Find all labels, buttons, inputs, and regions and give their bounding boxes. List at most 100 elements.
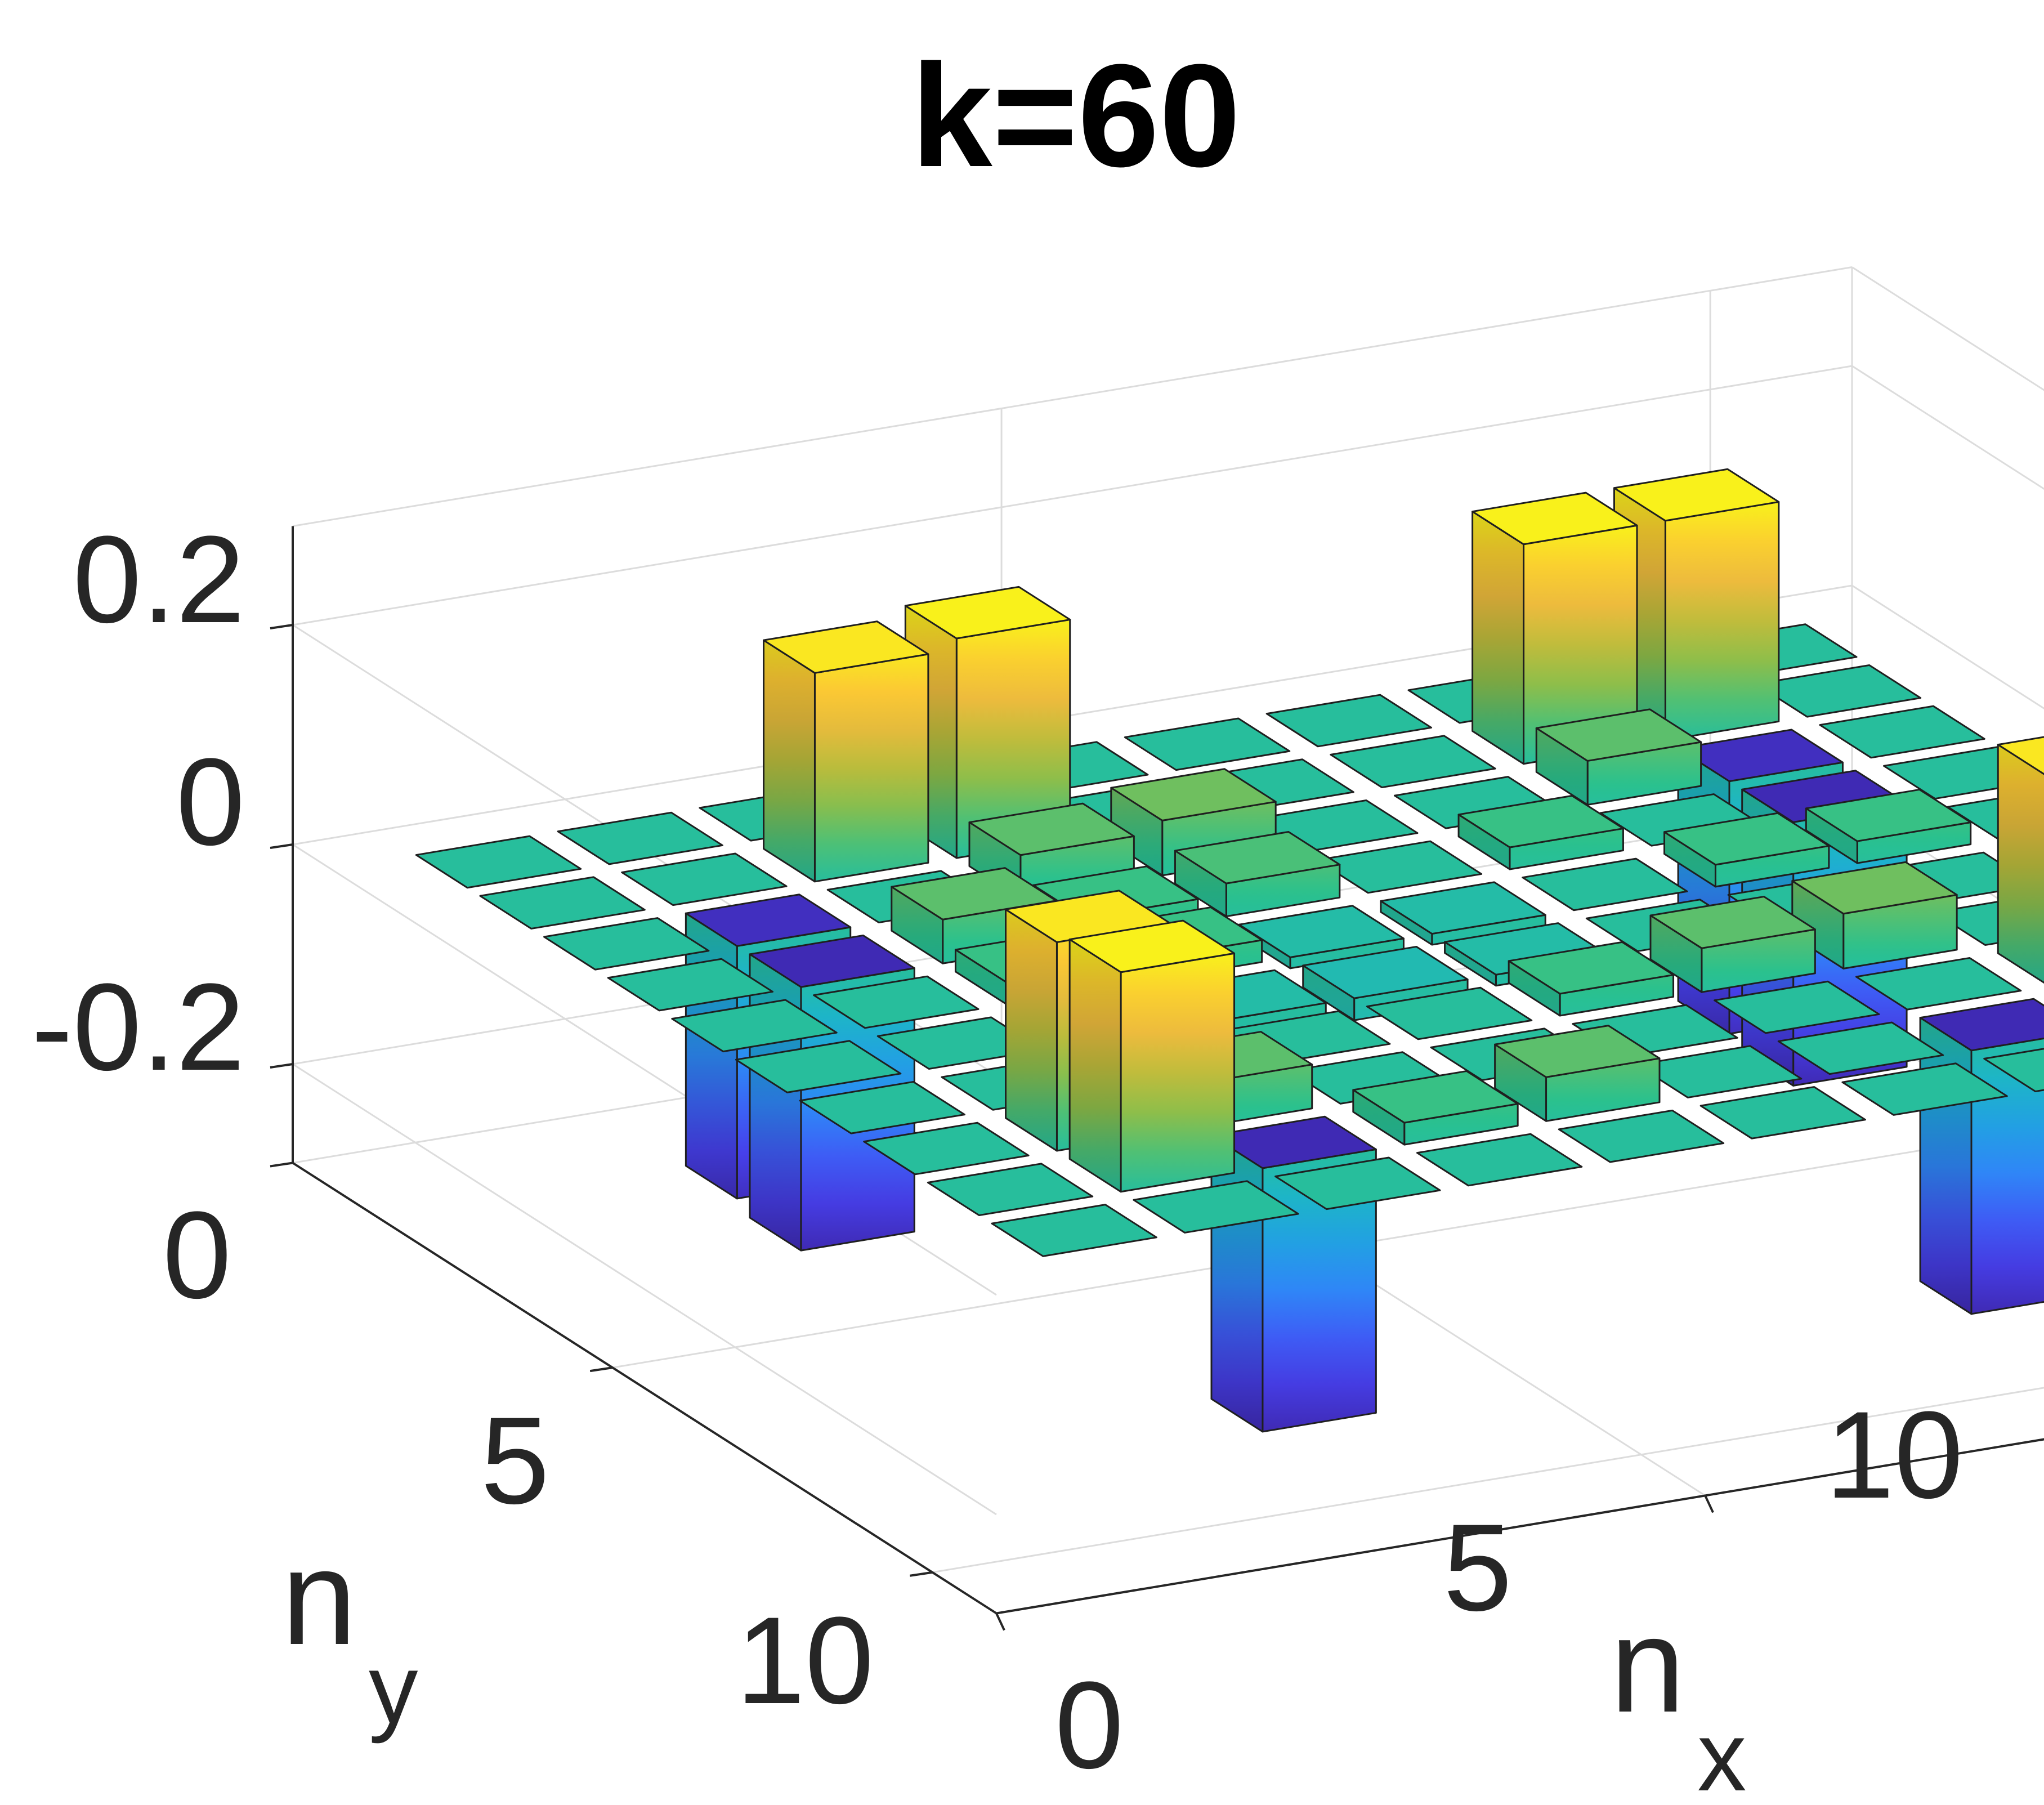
bar — [1699, 1086, 1866, 1140]
bar-top-face — [1210, 1115, 1377, 1169]
bar-top-face — [1841, 1062, 2008, 1116]
grid-line — [1851, 266, 2044, 391]
bar — [1558, 1109, 1725, 1163]
bar — [991, 1204, 1157, 1257]
x-axis-tick — [1704, 1495, 1714, 1513]
bar-top-face — [1352, 1070, 1519, 1124]
bar-side-face — [749, 953, 802, 1252]
bar-top-face — [621, 852, 788, 906]
bar-top-face — [1238, 905, 1405, 958]
bar — [415, 835, 582, 889]
bar-front-face — [813, 653, 929, 883]
bar — [1352, 1070, 1519, 1146]
z-tick-label: -0.2 — [32, 958, 245, 1096]
bar-side-face — [1210, 1134, 1264, 1433]
z-tick-label: 0 — [176, 732, 245, 871]
bar-top-face — [1471, 492, 1638, 546]
bar-top-face — [1457, 794, 1624, 848]
grid-line — [932, 1387, 2044, 1574]
y-axis-line — [292, 1161, 998, 1615]
bar — [1841, 1062, 2008, 1116]
z-tick-label: 0.2 — [73, 510, 245, 649]
bar — [1508, 941, 1675, 1017]
bar — [1855, 957, 2022, 1011]
bar — [1613, 468, 1780, 741]
bar-top-face — [1535, 708, 1702, 762]
bar-side-face — [763, 639, 816, 883]
z-axis-tick — [270, 1063, 293, 1069]
bar — [1755, 664, 1922, 718]
bar — [479, 876, 646, 930]
grid-line — [292, 365, 1853, 626]
x-axis-tick — [995, 1612, 1005, 1631]
bar-top-face — [1316, 840, 1483, 894]
bar-top-face — [1558, 1109, 1725, 1163]
bar-top-face — [1777, 1021, 1944, 1075]
y-tick-label: 10 — [736, 1591, 874, 1730]
bar — [863, 1122, 1030, 1176]
bar-front-face — [1664, 501, 1780, 741]
bar — [1457, 794, 1624, 870]
bar-top-face — [1649, 896, 1816, 949]
bar-top-face — [1714, 980, 1880, 1034]
bar-side-face — [1919, 1017, 1973, 1315]
bar-top-face — [1613, 468, 1780, 522]
bar — [1635, 1045, 1803, 1098]
bar — [1535, 708, 1702, 806]
bar — [607, 958, 774, 1012]
bar-top-face — [1819, 705, 1985, 759]
bar — [1649, 896, 1816, 993]
bar — [1316, 840, 1483, 894]
x-tick-label: 0 — [1055, 1656, 1124, 1794]
bar — [1124, 717, 1291, 771]
bar — [1919, 998, 2044, 1315]
bar-side-face — [1005, 908, 1058, 1152]
x-axis-line — [996, 1438, 2044, 1615]
bar — [1265, 694, 1433, 748]
y-tick-label: 0 — [163, 1186, 231, 1324]
y-axis-label-main: n — [281, 1522, 356, 1673]
bar — [1522, 857, 1688, 912]
bar-top-face — [863, 1122, 1030, 1176]
bar-top-face — [991, 1204, 1157, 1257]
x-tick-label: 5 — [1443, 1498, 1512, 1637]
z-axis-tick — [270, 624, 293, 629]
y-tick-label: 5 — [481, 1391, 549, 1530]
bar — [735, 1040, 902, 1093]
x-tick-labels: 0 5 10 — [1055, 1386, 1964, 1794]
bar — [557, 811, 723, 865]
bar — [621, 852, 788, 906]
bar — [1494, 1025, 1661, 1122]
bar — [763, 620, 929, 883]
bar-top-face — [685, 893, 852, 947]
y-axis-label: n y — [281, 1522, 418, 1744]
x-axis-label-subscript: x — [1697, 1702, 1747, 1805]
bar-side-face — [1068, 939, 1122, 1193]
bar — [799, 1080, 965, 1134]
bar — [927, 1163, 1094, 1217]
bar-top-face — [607, 958, 774, 1012]
y-axis-label-subscript: y — [369, 1634, 418, 1744]
bar-top-face — [1110, 768, 1277, 821]
bar — [1330, 735, 1496, 789]
x-tick-label: 10 — [1826, 1386, 1964, 1524]
grid-line — [1851, 584, 2044, 710]
bar — [671, 999, 838, 1053]
bar-top-face — [1133, 1180, 1299, 1234]
bar — [1983, 1048, 2044, 1093]
bar — [543, 917, 710, 971]
bar-top-face — [1366, 986, 1533, 1040]
bar-top-face — [749, 934, 915, 988]
bar — [1274, 1156, 1441, 1210]
bar — [1805, 788, 1972, 864]
bar-top-face — [735, 1040, 902, 1093]
bar-top-face — [671, 999, 838, 1053]
bars — [415, 468, 2044, 1433]
bar-top-face — [415, 835, 582, 889]
bar — [1663, 812, 1830, 888]
bar-side-face — [1997, 744, 2044, 984]
bar-top-face — [1274, 1156, 1441, 1210]
bar-top-face — [1919, 998, 2044, 1052]
bar-top-face — [1265, 694, 1433, 748]
bar-side-face — [685, 912, 738, 1200]
